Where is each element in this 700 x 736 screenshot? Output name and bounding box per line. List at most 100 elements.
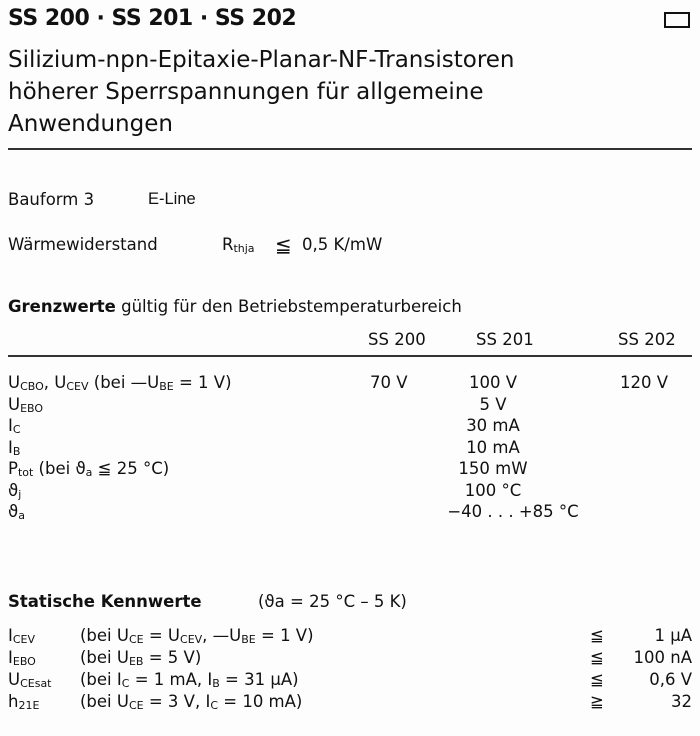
subscript: CEV: [12, 633, 36, 646]
symbol: h21E: [8, 692, 39, 712]
text-segment: U: [8, 373, 21, 392]
value: 32: [671, 692, 692, 711]
subscript: C: [121, 677, 130, 690]
condition: (bei UEB = 5 V): [80, 648, 201, 668]
text-segment: , —U: [202, 626, 242, 645]
statische-heading: Statische Kennwerte: [8, 592, 202, 611]
divider: [8, 355, 692, 357]
parameter-label: UEBO: [8, 395, 43, 415]
parameter-label: IB: [8, 438, 20, 458]
subscript: C: [12, 423, 21, 436]
text-segment: I: [8, 437, 13, 457]
divider: [8, 148, 692, 150]
text-segment: = 31 µA): [219, 670, 299, 689]
subscript: EB: [128, 655, 144, 668]
parameter-label: ϑa: [8, 502, 25, 522]
text-segment: (bei I: [80, 670, 122, 689]
parameter-label: Ptot (bei ϑa ≦ 25 °C): [8, 459, 169, 479]
heading-rest: gültig für den Betriebstemperaturbereich: [115, 297, 462, 316]
subscript: 21E: [18, 699, 40, 712]
subscript: B: [212, 677, 220, 690]
text-segment: = 5 V): [143, 648, 202, 667]
column-header: SS 202: [618, 330, 676, 349]
bauform-label: Bauform 3: [8, 190, 95, 209]
text-segment: P: [8, 459, 18, 478]
page-title: SS 200 · SS 201 · SS 202: [8, 6, 297, 31]
value: 10 mA: [466, 437, 520, 457]
text-segment: h: [8, 692, 19, 711]
parameter-label: ϑj: [8, 481, 21, 501]
parameter-label: IC: [8, 416, 21, 436]
value: 120 V: [620, 373, 669, 392]
subscript: CE: [128, 699, 144, 712]
text-segment: I: [8, 626, 13, 645]
grenzwerte-heading: Grenzwerte gültig für den Betriebstemper…: [8, 297, 462, 316]
subscript: j: [18, 487, 22, 501]
text-segment: (bei U: [80, 692, 129, 711]
column-header: SS 201: [476, 330, 534, 349]
subtitle-line: höherer Sperrspannungen für allgemeine: [8, 79, 484, 105]
subscript: BE: [159, 380, 174, 393]
subscript: CEV: [66, 380, 89, 393]
symbol: UCEsat: [8, 670, 52, 690]
text-segment: = 1 V): [255, 626, 314, 645]
text-segment: = 1 V): [173, 373, 232, 392]
symbol: IEBO: [8, 648, 36, 668]
text-segment: = 1 mA, I: [129, 670, 213, 689]
subscript: CBO: [20, 380, 44, 393]
rthja-symbol: Rthja: [222, 235, 255, 255]
text-segment: = U: [143, 626, 181, 645]
subscript: CE: [128, 633, 144, 646]
subscript: a: [85, 466, 93, 479]
text-segment: U: [8, 670, 21, 689]
subscript: C: [210, 699, 218, 712]
value: 150 mW: [458, 459, 528, 478]
value: 5 V: [479, 394, 507, 414]
subtitle-line: Anwendungen: [8, 111, 173, 137]
checkbox-marker: [664, 12, 690, 28]
condition: (bei IC = 1 mA, IB = 31 µA): [80, 670, 299, 690]
waermewiderstand-label: Wärmewiderstand: [8, 235, 158, 254]
text-segment: U: [8, 394, 21, 414]
text-segment: (bei U: [80, 648, 129, 667]
text-segment: (bei U: [80, 626, 129, 645]
text-segment: I: [8, 648, 13, 667]
relation: ≦: [590, 648, 604, 667]
bauform-value: E-Line: [148, 190, 196, 208]
text-segment: (bei —U: [88, 373, 160, 392]
text-segment: = 3 V, I: [143, 692, 211, 711]
value: 1 µA: [654, 626, 692, 645]
statische-condition: (ϑa = 25 °C – 5 K): [258, 592, 407, 611]
subscript: CEV: [180, 633, 203, 646]
condition: (bei UCE = UCEV, —UBE = 1 V): [80, 626, 314, 646]
subscript: EBO: [20, 401, 44, 415]
value: 100 nA: [633, 648, 692, 667]
relation: ≦: [275, 233, 292, 257]
value: 30 mA: [466, 416, 520, 435]
value: 100 °C: [464, 480, 522, 500]
text-segment: ϑ: [8, 502, 19, 521]
relation: ≦: [590, 670, 604, 689]
relation: ≦: [590, 626, 604, 645]
symbol: R: [222, 235, 234, 254]
relation: ≧: [590, 692, 604, 711]
value: 100 V: [468, 373, 518, 392]
text-segment: = 10 mA): [218, 692, 303, 711]
rthja-value: 0,5 K/mW: [302, 235, 383, 254]
symbol-sub: thja: [233, 242, 255, 255]
condition: (bei UCE = 3 V, IC = 10 mA): [80, 692, 302, 712]
subscript: tot: [17, 466, 34, 479]
subscript: a: [18, 509, 25, 522]
text-segment: ≦ 25 °C): [92, 459, 170, 478]
subscript: B: [12, 444, 21, 458]
symbol: ICEV: [8, 626, 35, 646]
subscript: BE: [241, 633, 256, 646]
subscript: EBO: [12, 655, 36, 668]
value: 0,6 V: [649, 670, 692, 689]
column-header: SS 200: [368, 330, 426, 349]
text-segment: (bei ϑ: [33, 459, 86, 478]
heading: Statische Kennwerte: [8, 592, 202, 611]
heading: Grenzwerte: [8, 297, 116, 316]
text-segment: ϑ: [8, 480, 19, 500]
